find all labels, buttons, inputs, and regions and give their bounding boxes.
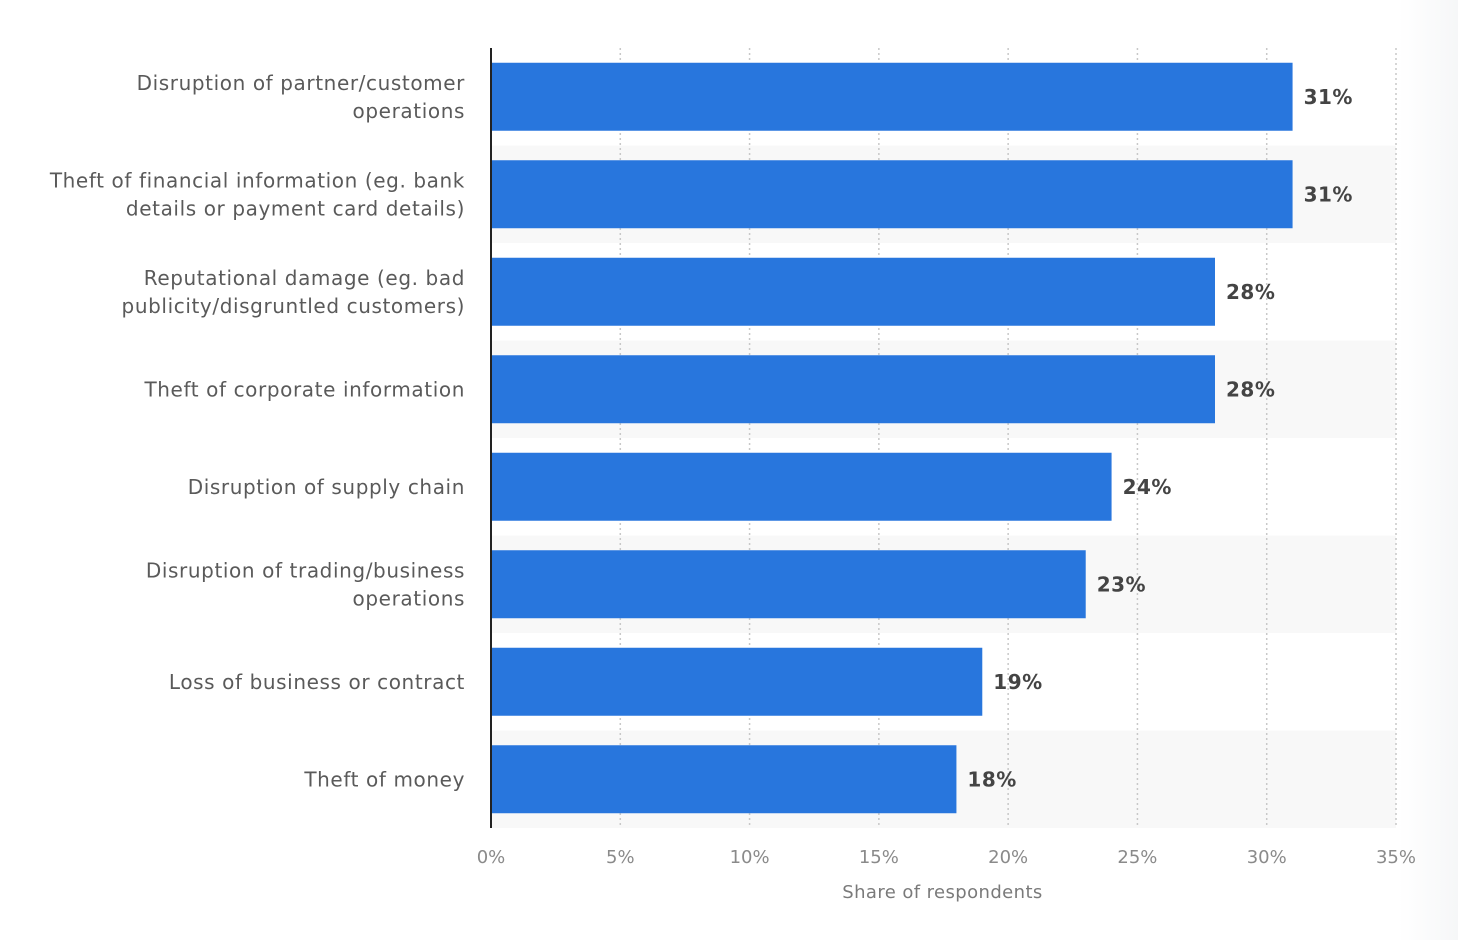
x-tick-label: 0% xyxy=(477,847,506,868)
category-label-line: Theft of money xyxy=(303,767,465,791)
value-label: 31% xyxy=(1304,182,1353,206)
category-label-line: operations xyxy=(353,99,465,123)
x-tick-labels: 0% 5% 10% 15% 20% 25% 30% 35% xyxy=(477,847,1416,868)
x-axis-title: Share of respondents xyxy=(842,882,1042,903)
category-label-line: Disruption of trading/business xyxy=(146,558,465,582)
category-label: Disruption of supply chain xyxy=(188,475,465,499)
bar xyxy=(491,355,1215,424)
category-label: Disruption of trading/business operations xyxy=(146,558,465,610)
bars xyxy=(491,62,1293,814)
x-tick-label: 30% xyxy=(1247,847,1287,868)
category-label-line: Theft of corporate information xyxy=(143,377,465,401)
category-labels: Disruption of partner/customer operations… xyxy=(49,71,465,792)
bar xyxy=(491,452,1112,521)
x-tick-label: 15% xyxy=(859,847,899,868)
value-labels: 31% 31% 28% 28% 24% 23% 19% 18% xyxy=(967,85,1353,792)
category-label-line: Disruption of supply chain xyxy=(188,475,465,499)
category-label: Theft of financial information (eg. bank… xyxy=(49,168,465,220)
value-label: 24% xyxy=(1123,475,1172,499)
bar xyxy=(491,160,1293,229)
category-label: Disruption of partner/customer operations xyxy=(137,71,466,123)
category-label: Loss of business or contract xyxy=(169,670,465,694)
x-tick-label: 25% xyxy=(1117,847,1157,868)
category-label: Reputational damage (eg. bad publicity/di… xyxy=(122,266,465,318)
value-label: 19% xyxy=(993,670,1042,694)
value-label: 28% xyxy=(1226,280,1275,304)
x-tick-label: 5% xyxy=(606,847,635,868)
x-tick-label: 10% xyxy=(730,847,770,868)
bar xyxy=(491,647,983,716)
bar xyxy=(491,550,1086,619)
category-label-line: operations xyxy=(353,586,465,610)
bar xyxy=(491,257,1215,326)
x-tick-label: 20% xyxy=(988,847,1028,868)
category-label-line: publicity/disgruntled customers) xyxy=(122,294,465,318)
value-label: 28% xyxy=(1226,377,1275,401)
bar xyxy=(491,62,1293,131)
right-edge-shadow xyxy=(1398,0,1458,940)
category-label-line: Loss of business or contract xyxy=(169,670,465,694)
value-label: 18% xyxy=(967,767,1016,791)
category-label-line: Reputational damage (eg. bad xyxy=(144,266,465,290)
value-label: 31% xyxy=(1304,85,1353,109)
value-label: 23% xyxy=(1097,572,1146,596)
category-label-line: Theft of financial information (eg. bank xyxy=(49,168,465,192)
bar xyxy=(491,745,957,814)
category-label: Theft of corporate information xyxy=(143,377,465,401)
category-label-line: Disruption of partner/customer xyxy=(137,71,466,95)
category-label-line: details or payment card details) xyxy=(126,196,465,220)
category-label: Theft of money xyxy=(303,767,465,791)
x-tick-label: 35% xyxy=(1376,847,1416,868)
